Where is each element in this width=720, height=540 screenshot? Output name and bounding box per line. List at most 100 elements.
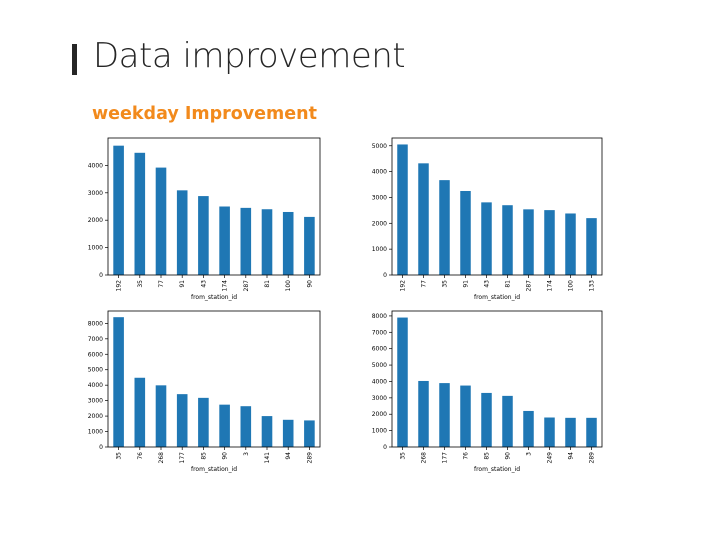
plot-frame: [391, 310, 603, 448]
y-tick-label: 8000: [372, 313, 387, 320]
y-tick-label: 0: [383, 444, 387, 451]
y-tick-label: 6000: [88, 351, 103, 358]
bar: [198, 196, 209, 275]
slide-subtitle: weekday Improvement: [92, 104, 317, 124]
y-tick-label: 4000: [372, 378, 387, 385]
x-tick-label: 287: [526, 280, 533, 292]
y-tick-label: 6000: [372, 346, 387, 353]
bar: [565, 213, 576, 275]
x-tick-label: 81: [505, 280, 512, 288]
x-tick-label: 91: [179, 280, 186, 288]
x-tick-label: 90: [306, 280, 313, 288]
y-tick-label: 1000: [372, 246, 387, 253]
x-tick-label: 35: [116, 452, 123, 460]
x-tick-label: 43: [200, 280, 207, 288]
bar-chart-top-left: 0 1000 2000 3000 4000 192 35 77 91 43 174 287 81 100 9…: [88, 137, 321, 301]
y-tick-label: 3000: [372, 395, 387, 402]
plot-frame: [107, 310, 321, 448]
x-tick-label: 94: [285, 452, 292, 460]
bar-chart-bottom-right: 0 1000 2000 3000 4000 5000 6000 7000 8000 35 268 17…: [372, 310, 603, 473]
x-tick-label: 81: [264, 280, 271, 288]
bar: [219, 404, 230, 447]
x-axis-label: from_station_id: [191, 294, 237, 301]
y-tick-label: 3000: [372, 194, 387, 201]
bar: [418, 380, 429, 447]
bar: [198, 397, 209, 447]
x-axis-label: from_station_id: [474, 294, 520, 301]
x-tick-label: 77: [158, 280, 165, 288]
bar: [261, 209, 273, 275]
x-tick-label: 91: [463, 280, 470, 288]
x-tick-label: 3: [526, 452, 533, 456]
y-tick-label: 1000: [88, 429, 103, 436]
bar: [282, 211, 294, 275]
bar: [113, 317, 124, 447]
bar: [544, 210, 555, 275]
x-tick-label: 35: [137, 280, 144, 288]
bar: [155, 385, 167, 447]
bar: [176, 394, 188, 447]
bar: [460, 190, 471, 275]
title-accent-bar: [72, 44, 77, 75]
x-tick-label: 76: [137, 452, 144, 460]
bar: [439, 383, 450, 447]
x-tick-label: 90: [222, 452, 229, 460]
x-tick-label: 133: [589, 280, 596, 292]
y-tick-label: 2000: [88, 217, 103, 224]
y-tick-label: 1000: [372, 428, 387, 435]
x-tick-label: 100: [568, 280, 575, 292]
y-tick-label: 0: [383, 272, 387, 279]
bar: [282, 419, 294, 447]
x-axis-label: from_station_id: [191, 466, 237, 473]
x-tick-label: 289: [306, 452, 313, 464]
x-tick-label: 35: [400, 452, 407, 460]
x-tick-label: 94: [568, 452, 575, 460]
x-tick-label: 174: [547, 280, 554, 292]
bar: [481, 202, 492, 275]
slide-title: Data improvement: [93, 36, 406, 76]
y-tick-label: 7000: [372, 329, 387, 336]
bar: [544, 417, 555, 447]
y-tick-label: 4000: [88, 382, 103, 389]
y-tick-label: 0: [99, 444, 103, 451]
bar-chart-top-right: 0 1000 2000 3000 4000 5000 192 77 35 91 43 81 287 174…: [372, 137, 603, 301]
x-tick-label: 3: [243, 452, 250, 456]
y-tick-label: 7000: [88, 336, 103, 343]
x-tick-label: 76: [463, 452, 470, 460]
bar: [586, 218, 597, 275]
bar: [502, 395, 513, 447]
bar: [481, 392, 492, 447]
x-tick-label: 287: [243, 280, 250, 292]
y-tick-label: 2000: [372, 220, 387, 227]
plot-frame: [107, 137, 321, 276]
x-axis-label: from_station_id: [474, 466, 520, 473]
bar: [397, 317, 408, 447]
x-tick-label: 141: [264, 452, 271, 464]
plot-frame: [391, 137, 603, 276]
y-tick-label: 3000: [88, 190, 103, 197]
y-tick-label: 5000: [88, 367, 103, 374]
bar: [460, 385, 471, 447]
bar: [502, 205, 513, 275]
y-tick-label: 5000: [372, 362, 387, 369]
y-tick-label: 8000: [88, 320, 103, 327]
bar: [113, 145, 124, 275]
bar: [240, 406, 252, 447]
bar: [304, 420, 315, 447]
bar-chart-bottom-left: 0 1000 2000 3000 4000 5000 6000 7000 8000 35 76 268…: [88, 310, 321, 473]
bar: [155, 167, 167, 275]
y-tick-label: 2000: [88, 413, 103, 420]
y-tick-label: 5000: [372, 143, 387, 150]
bar: [176, 190, 188, 275]
x-tick-label: 85: [200, 452, 207, 460]
x-tick-label: 77: [421, 280, 428, 288]
x-tick-label: 85: [484, 452, 491, 460]
bar: [418, 163, 429, 275]
bar: [134, 377, 146, 447]
bar: [523, 410, 534, 447]
bar: [304, 216, 315, 275]
bar: [565, 417, 576, 447]
x-tick-label: 177: [442, 452, 449, 464]
y-tick-label: 0: [99, 272, 103, 279]
x-tick-label: 268: [158, 452, 165, 464]
